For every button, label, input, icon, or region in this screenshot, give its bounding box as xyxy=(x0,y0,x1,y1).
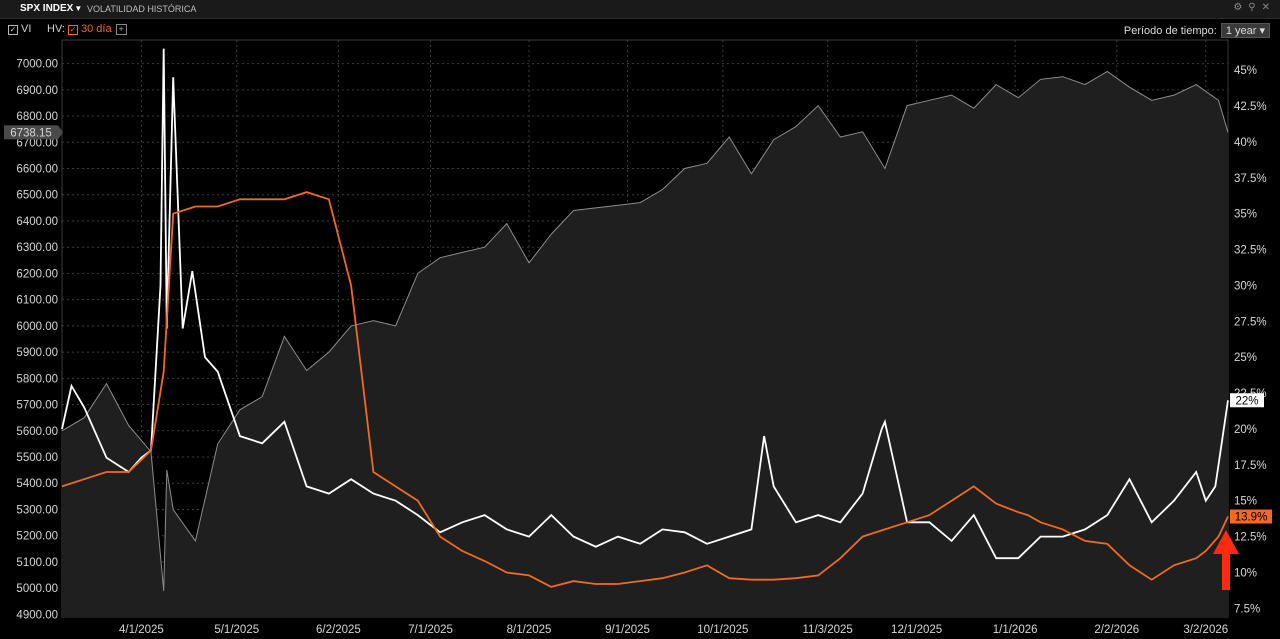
hv-control: HV: ✓ 30 día + xyxy=(47,23,127,35)
vi-label: VI xyxy=(21,23,32,35)
window-icons: ⚙ ⚲ ✕ xyxy=(1227,2,1270,13)
right-y-tick-label: 12.5% xyxy=(1234,532,1267,544)
vi-toggle[interactable]: ✓ VI xyxy=(8,23,31,35)
vi-last-value: 22% xyxy=(1235,395,1258,407)
window-titlebar: SPX INDEX▼ VOLATILIDAD HISTÓRICA ⚙ ⚲ ✕ xyxy=(0,0,1280,19)
right-y-tick-label: 25% xyxy=(1234,352,1257,364)
right-y-tick-label: 37.5% xyxy=(1234,173,1267,185)
left-y-tick-label: 5800.00 xyxy=(16,373,58,385)
close-icon[interactable]: ✕ xyxy=(1261,2,1270,13)
add-icon[interactable]: + xyxy=(115,24,127,35)
right-y-tick-label: 15% xyxy=(1234,496,1257,508)
right-y-tick-label: 35% xyxy=(1234,209,1257,221)
x-tick-label: 3/2/2026 xyxy=(1183,624,1228,636)
right-y-tick-label: 20% xyxy=(1234,424,1257,436)
left-y-tick-label: 6800.00 xyxy=(16,111,58,123)
right-y-tick-label: 40% xyxy=(1234,137,1257,149)
index-last-value-badge xyxy=(4,125,58,140)
right-y-tick-label: 45% xyxy=(1234,65,1257,77)
left-y-tick-label: 5300.00 xyxy=(16,504,58,516)
arrow-up-icon xyxy=(1213,530,1239,554)
chevron-down-icon: ▼ xyxy=(74,4,83,13)
left-y-tick-label: 5100.00 xyxy=(16,557,58,569)
hv-checkbox-icon[interactable]: ✓ xyxy=(68,25,78,35)
left-y-tick-label: 6000.00 xyxy=(16,321,58,333)
x-tick-label: 11/3/2025 xyxy=(803,624,853,636)
left-y-tick-label: 7000.00 xyxy=(16,59,58,71)
left-y-tick-label: 6200.00 xyxy=(16,268,58,280)
right-y-tick-label: 27.5% xyxy=(1234,316,1267,328)
left-y-tick-label: 5600.00 xyxy=(16,426,58,438)
left-y-tick-label: 5000.00 xyxy=(16,583,58,595)
x-tick-label: 2/2/2026 xyxy=(1094,624,1139,636)
right-y-tick-label: 10% xyxy=(1234,568,1257,580)
x-tick-label: 9/1/2025 xyxy=(605,624,650,636)
chevron-down-icon: ▾ xyxy=(1259,25,1265,37)
period-control: Período de tiempo: 1 year ▾ xyxy=(1124,23,1270,38)
index-series-line xyxy=(61,70,1229,591)
x-tick-label: 1/1/2026 xyxy=(993,624,1038,636)
ticker-label: SPX INDEX xyxy=(20,3,74,14)
vi-series-line xyxy=(61,48,1229,560)
left-y-tick-label: 5400.00 xyxy=(16,478,58,490)
page-title: VOLATILIDAD HISTÓRICA xyxy=(87,4,197,14)
left-y-tick-label: 5500.00 xyxy=(16,452,58,464)
x-tick-label: 10/1/2025 xyxy=(697,624,748,636)
left-y-tick-label: 6600.00 xyxy=(16,164,58,176)
right-y-tick-label: 30% xyxy=(1234,280,1257,292)
ticker-selector[interactable]: SPX INDEX▼ xyxy=(20,3,82,14)
x-tick-label: 8/1/2025 xyxy=(507,624,552,636)
right-y-tick-label: 7.5% xyxy=(1234,603,1260,615)
left-y-tick-label: 6300.00 xyxy=(16,242,58,254)
period-value: 1 year xyxy=(1225,25,1257,37)
left-y-tick-label: 6400.00 xyxy=(16,216,58,228)
hv-last-value: 13.9% xyxy=(1235,512,1268,524)
period-select[interactable]: 1 year ▾ xyxy=(1220,23,1270,38)
arrow-shaft xyxy=(1222,552,1230,590)
left-y-tick-label: 5700.00 xyxy=(16,400,58,412)
gear-icon[interactable]: ⚙ xyxy=(1233,2,1243,13)
left-y-tick-label: 6700.00 xyxy=(16,137,58,149)
left-y-tick-label: 5900.00 xyxy=(16,347,58,359)
left-y-tick-label: 6500.00 xyxy=(16,190,58,202)
right-y-tick-label: 32.5% xyxy=(1234,245,1267,257)
link-icon[interactable]: ⚲ xyxy=(1248,2,1256,13)
x-tick-label: 5/1/2025 xyxy=(214,624,259,636)
chart-controls: ✓ VI HV: ✓ 30 día + Período de tiempo: 1 yea… xyxy=(0,20,1280,38)
vi-last-value-badge xyxy=(1230,393,1264,408)
index-badge-pointer xyxy=(58,125,63,140)
x-tick-label: 12/1/2025 xyxy=(891,624,942,636)
x-tick-label: 6/2/2025 xyxy=(316,624,361,636)
hv-label: HV: xyxy=(47,23,65,35)
left-y-tick-label: 6900.00 xyxy=(16,85,58,97)
left-y-tick-label: 4900.00 xyxy=(16,609,58,621)
hv-window-value[interactable]: 30 día xyxy=(81,23,112,35)
checkbox-icon[interactable]: ✓ xyxy=(8,25,18,35)
period-label: Período de tiempo: xyxy=(1123,25,1217,37)
x-tick-label: 7/1/2025 xyxy=(408,624,453,636)
left-y-tick-label: 6100.00 xyxy=(16,295,58,307)
right-y-tick-label: 17.5% xyxy=(1234,460,1267,472)
right-y-tick-label: 42.5% xyxy=(1234,101,1267,113)
x-tick-label: 4/1/2025 xyxy=(119,624,164,636)
index-last-value: 6738.15 xyxy=(10,127,52,139)
hv-last-value-badge xyxy=(1230,509,1272,524)
hv-series-line xyxy=(61,191,1229,588)
left-y-tick-label: 5200.00 xyxy=(16,531,58,543)
